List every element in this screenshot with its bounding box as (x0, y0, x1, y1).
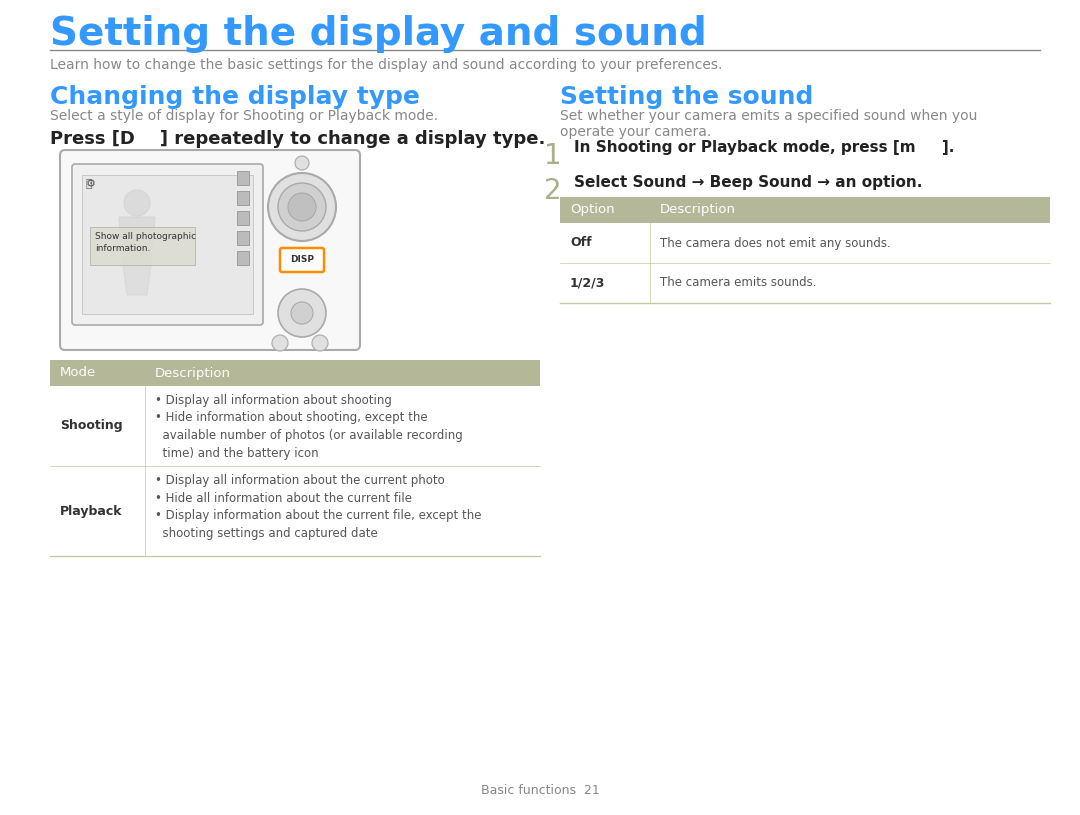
Text: Changing the display type: Changing the display type (50, 85, 420, 109)
Text: Shooting: Shooting (60, 420, 123, 433)
Bar (90, 227, 195, 265)
Bar (50, 466, 540, 556)
Text: Playback: Playback (60, 504, 122, 518)
Text: Select a style of display for Shooting or Playback mode.: Select a style of display for Shooting o… (50, 109, 438, 123)
Bar (50, 360, 540, 386)
Text: • Display all information about shooting
• Hide information about shooting, exce: • Display all information about shooting… (156, 394, 462, 460)
Polygon shape (119, 217, 156, 265)
Bar (82, 175, 253, 314)
Polygon shape (123, 265, 151, 295)
Text: ⚙: ⚙ (86, 179, 96, 189)
Bar (237, 171, 249, 185)
Text: Basic functions  21: Basic functions 21 (481, 784, 599, 797)
Bar (237, 191, 249, 205)
Text: Show all photographic
information.: Show all photographic information. (95, 232, 197, 253)
Circle shape (278, 289, 326, 337)
Circle shape (291, 302, 313, 324)
Circle shape (312, 335, 328, 351)
FancyBboxPatch shape (280, 248, 324, 272)
Circle shape (288, 193, 316, 221)
Circle shape (272, 335, 288, 351)
Text: Description: Description (156, 367, 231, 380)
Text: Select Sound → Beep Sound → an option.: Select Sound → Beep Sound → an option. (573, 175, 922, 190)
Circle shape (278, 183, 326, 231)
Text: Description: Description (660, 204, 735, 217)
Text: The camera does not emit any sounds.: The camera does not emit any sounds. (660, 236, 891, 249)
Bar (561, 263, 1050, 303)
Text: In Shooting or Playback mode, press [m     ].: In Shooting or Playback mode, press [m ]… (573, 140, 955, 155)
Text: DISP: DISP (291, 255, 314, 265)
Text: 1: 1 (544, 142, 562, 170)
Text: Off: Off (570, 236, 592, 249)
FancyBboxPatch shape (72, 164, 264, 325)
Circle shape (268, 173, 336, 241)
Bar (50, 386, 540, 466)
Text: 2: 2 (544, 177, 562, 205)
Text: Option: Option (570, 204, 615, 217)
Text: Learn how to change the basic settings for the display and sound according to yo: Learn how to change the basic settings f… (50, 58, 723, 72)
Bar (237, 231, 249, 245)
Text: Set whether your camera emits a specified sound when you
operate your camera.: Set whether your camera emits a specifie… (561, 109, 977, 139)
FancyBboxPatch shape (60, 150, 360, 350)
Text: Setting the display and sound: Setting the display and sound (50, 15, 706, 53)
Bar (237, 211, 249, 225)
Text: 1/2/3: 1/2/3 (570, 276, 606, 289)
Bar (561, 197, 1050, 223)
Circle shape (295, 156, 309, 170)
Text: Setting the sound: Setting the sound (561, 85, 813, 109)
Text: Mode: Mode (60, 367, 96, 380)
Text: Press [D    ] repeatedly to change a display type.: Press [D ] repeatedly to change a displa… (50, 130, 545, 148)
Text: • Display all information about the current photo
• Hide all information about t: • Display all information about the curr… (156, 474, 482, 540)
Text: ⧧: ⧧ (86, 179, 93, 189)
Bar (237, 251, 249, 265)
Bar (561, 223, 1050, 263)
Circle shape (124, 190, 150, 216)
Text: The camera emits sounds.: The camera emits sounds. (660, 276, 816, 289)
